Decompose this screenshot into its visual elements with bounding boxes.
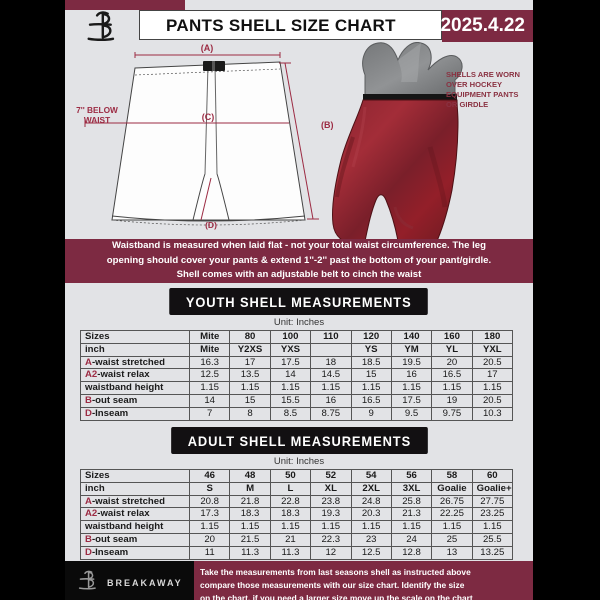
svg-text:7'' BELOW: 7'' BELOW [76, 105, 118, 115]
svg-text:(B): (B) [321, 120, 334, 130]
svg-text:OVER HOCKEY: OVER HOCKEY [446, 80, 502, 89]
svg-text:SHELLS ARE WORN: SHELLS ARE WORN [446, 70, 520, 79]
svg-text:WAIST: WAIST [84, 115, 110, 125]
svg-text:(C): (C) [202, 112, 215, 122]
svg-text:OR GIRDLE: OR GIRDLE [446, 100, 488, 109]
svg-text:EQUIPMENT PANTS: EQUIPMENT PANTS [446, 90, 518, 99]
svg-text:(A): (A) [201, 43, 214, 53]
svg-text:(D): (D) [205, 220, 217, 230]
